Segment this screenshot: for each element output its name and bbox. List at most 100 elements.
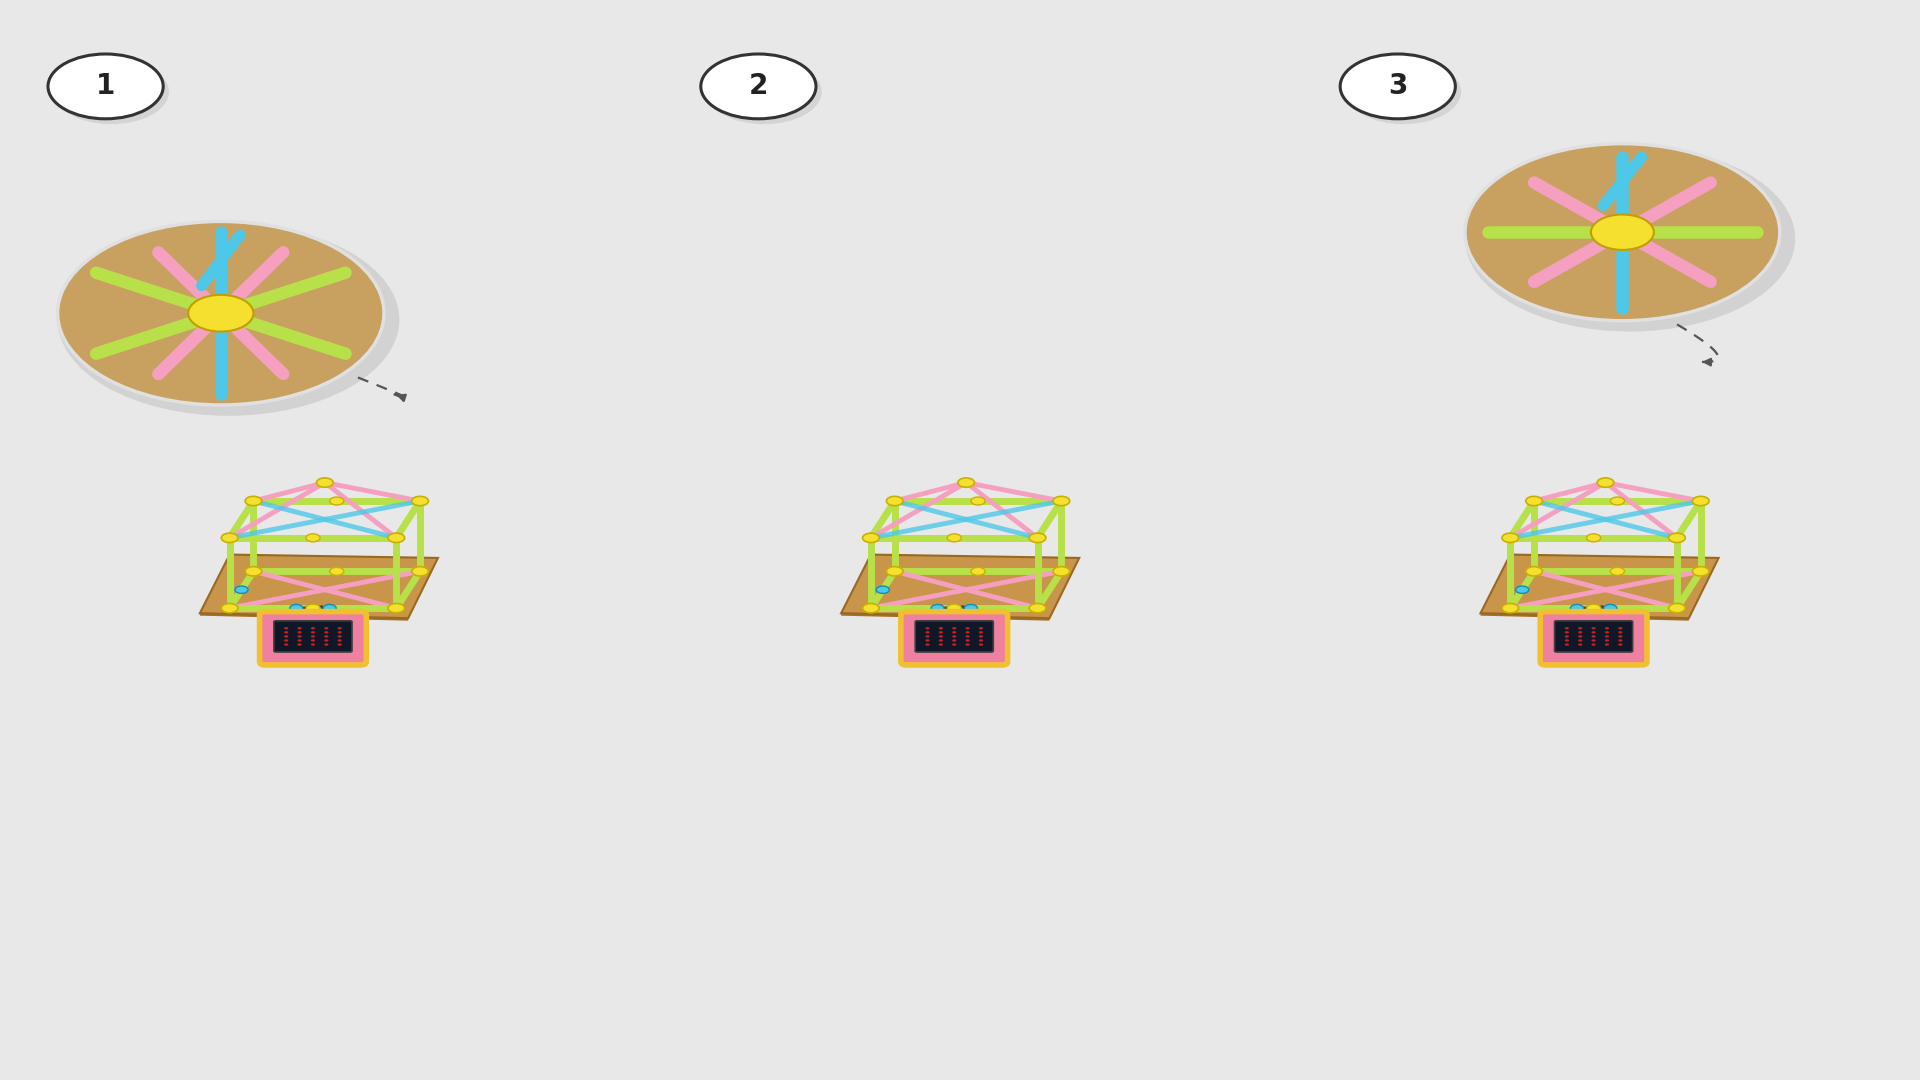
- Circle shape: [1052, 567, 1069, 576]
- Circle shape: [1586, 534, 1601, 542]
- Circle shape: [1692, 567, 1709, 576]
- Circle shape: [931, 605, 945, 612]
- Circle shape: [284, 627, 288, 630]
- Text: 1: 1: [96, 72, 115, 100]
- Ellipse shape: [261, 643, 365, 652]
- Circle shape: [966, 635, 970, 637]
- Circle shape: [298, 644, 301, 646]
- Circle shape: [324, 644, 328, 646]
- Circle shape: [1592, 635, 1596, 637]
- Circle shape: [1565, 639, 1569, 642]
- Circle shape: [1578, 639, 1582, 642]
- Circle shape: [1619, 627, 1622, 630]
- Circle shape: [338, 639, 342, 642]
- FancyBboxPatch shape: [1540, 611, 1647, 665]
- Circle shape: [939, 644, 943, 646]
- Circle shape: [1052, 497, 1069, 505]
- Circle shape: [1465, 144, 1780, 321]
- Circle shape: [1603, 605, 1617, 612]
- Circle shape: [876, 586, 889, 593]
- Text: 3: 3: [1388, 72, 1407, 100]
- Circle shape: [979, 644, 983, 646]
- Circle shape: [1578, 627, 1582, 630]
- Circle shape: [324, 639, 328, 642]
- Circle shape: [330, 567, 344, 576]
- Circle shape: [1668, 534, 1686, 542]
- Bar: [1279, 0, 1920, 1080]
- Circle shape: [1340, 54, 1455, 119]
- Circle shape: [338, 627, 342, 630]
- Circle shape: [1605, 644, 1609, 646]
- Circle shape: [298, 635, 301, 637]
- Circle shape: [1668, 604, 1686, 612]
- Circle shape: [338, 631, 342, 634]
- Circle shape: [246, 497, 261, 505]
- Circle shape: [311, 635, 315, 637]
- Circle shape: [324, 631, 328, 634]
- Circle shape: [1578, 631, 1582, 634]
- Circle shape: [298, 639, 301, 642]
- Text: 2: 2: [749, 72, 768, 100]
- Circle shape: [305, 604, 321, 612]
- Circle shape: [1592, 644, 1596, 646]
- Circle shape: [939, 627, 943, 630]
- FancyBboxPatch shape: [916, 621, 993, 652]
- Circle shape: [966, 627, 970, 630]
- FancyBboxPatch shape: [275, 621, 351, 652]
- Circle shape: [1501, 604, 1519, 612]
- Circle shape: [966, 644, 970, 646]
- Circle shape: [1501, 534, 1519, 542]
- Circle shape: [284, 635, 288, 637]
- Circle shape: [979, 635, 983, 637]
- Circle shape: [966, 639, 970, 642]
- Circle shape: [925, 644, 929, 646]
- Circle shape: [952, 627, 956, 630]
- Circle shape: [952, 644, 956, 646]
- Circle shape: [311, 639, 315, 642]
- FancyBboxPatch shape: [1555, 621, 1632, 652]
- FancyBboxPatch shape: [259, 611, 367, 665]
- Circle shape: [979, 639, 983, 642]
- Circle shape: [290, 605, 303, 612]
- Circle shape: [958, 478, 975, 487]
- Circle shape: [925, 631, 929, 634]
- Circle shape: [939, 631, 943, 634]
- Circle shape: [305, 534, 321, 542]
- Ellipse shape: [1542, 643, 1645, 652]
- Circle shape: [1605, 627, 1609, 630]
- Circle shape: [298, 631, 301, 634]
- Circle shape: [952, 639, 956, 642]
- Circle shape: [324, 635, 328, 637]
- Circle shape: [1465, 146, 1795, 332]
- Circle shape: [972, 567, 985, 576]
- Circle shape: [1571, 605, 1584, 612]
- Circle shape: [324, 627, 328, 630]
- Circle shape: [1586, 604, 1601, 612]
- Polygon shape: [1480, 613, 1690, 621]
- Ellipse shape: [902, 643, 1006, 652]
- Circle shape: [925, 627, 929, 630]
- Bar: [639, 0, 1302, 1080]
- Circle shape: [338, 635, 342, 637]
- Polygon shape: [200, 613, 409, 621]
- Circle shape: [1578, 644, 1582, 646]
- Circle shape: [221, 604, 238, 612]
- Circle shape: [1526, 497, 1542, 505]
- Bar: [0, 0, 662, 1080]
- Circle shape: [1592, 639, 1596, 642]
- Circle shape: [952, 631, 956, 634]
- Circle shape: [925, 635, 929, 637]
- Circle shape: [1605, 635, 1609, 637]
- Circle shape: [1692, 497, 1709, 505]
- Circle shape: [411, 497, 428, 505]
- Circle shape: [939, 635, 943, 637]
- Circle shape: [701, 54, 816, 119]
- Circle shape: [188, 295, 253, 332]
- Circle shape: [48, 54, 163, 119]
- Circle shape: [54, 59, 169, 124]
- Polygon shape: [841, 555, 1079, 618]
- Circle shape: [862, 534, 879, 542]
- Circle shape: [1346, 59, 1461, 124]
- Circle shape: [1578, 635, 1582, 637]
- Circle shape: [388, 604, 405, 612]
